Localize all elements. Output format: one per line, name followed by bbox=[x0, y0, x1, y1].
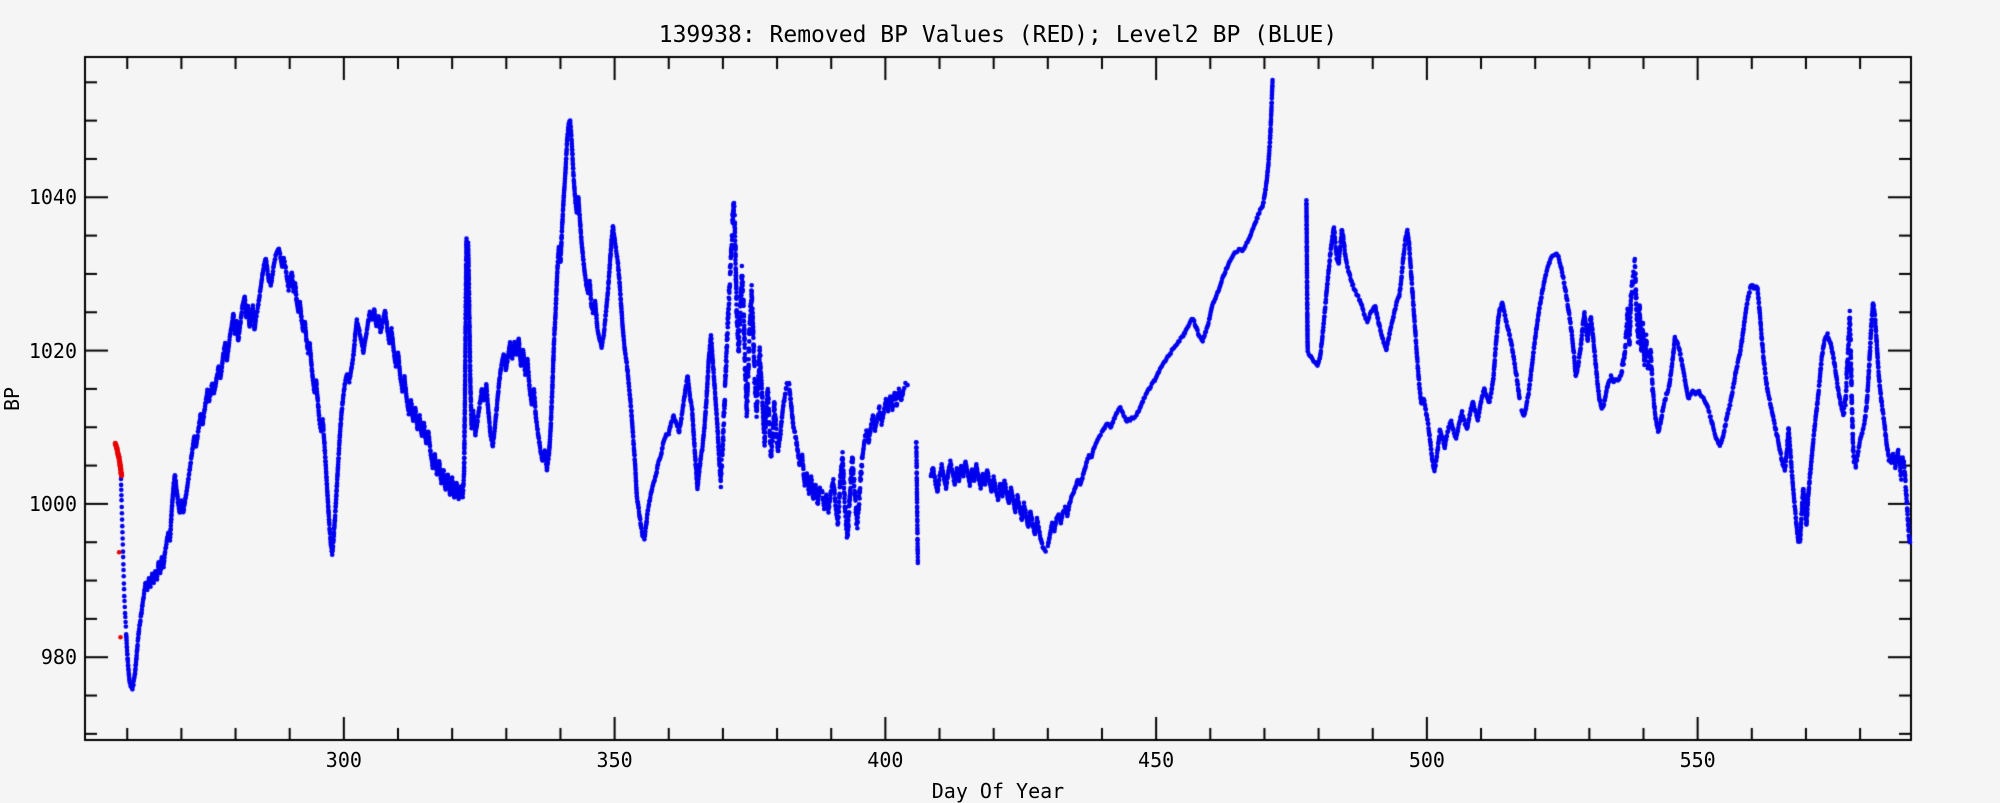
y-tick-label-1040: 1040 bbox=[28, 185, 77, 210]
x-tick-label-400: 400 bbox=[867, 748, 904, 772]
x-tick-label-500: 500 bbox=[1408, 748, 1445, 772]
x-axis-title: Day Of Year bbox=[931, 779, 1065, 803]
x-tick-label-550: 550 bbox=[1679, 748, 1716, 772]
y-tick-label-1020: 1020 bbox=[28, 338, 77, 363]
x-tick-label-350: 350 bbox=[596, 748, 633, 772]
y-tick-label-980: 980 bbox=[40, 645, 77, 670]
y-tick-label-1000: 1000 bbox=[28, 491, 77, 516]
y-axis-title: BP bbox=[0, 386, 24, 412]
chart-title: 139938: Removed BP Values (RED); Level2 … bbox=[658, 22, 1338, 48]
x-tick-label-450: 450 bbox=[1138, 748, 1175, 772]
x-tick-label-300: 300 bbox=[325, 748, 362, 772]
